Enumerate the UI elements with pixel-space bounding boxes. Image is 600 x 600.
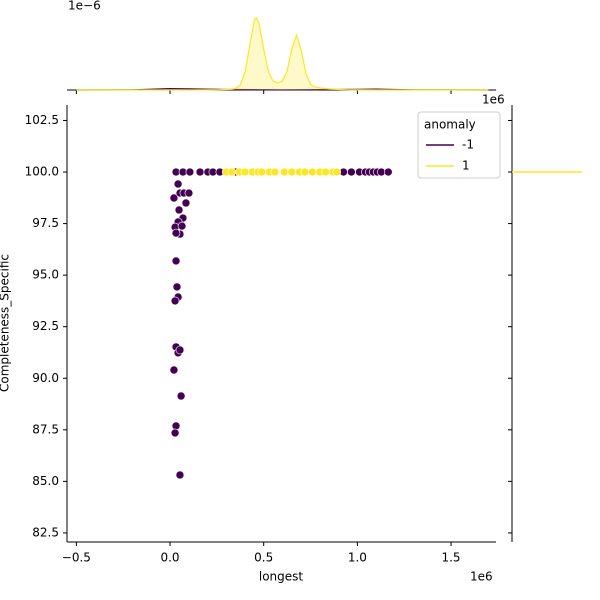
scatter-point (308, 167, 317, 177)
legend-title: anomaly (424, 118, 476, 132)
scatter-point (181, 198, 191, 208)
scatter-point (171, 228, 181, 238)
y-tick-label: 85.0 (32, 474, 59, 488)
scatter-point (170, 296, 180, 306)
kde-line (76, 16, 489, 91)
scatter-point (280, 167, 289, 177)
x-offset: 1e6 (470, 570, 493, 584)
scatter-point (176, 391, 186, 401)
x-tick-label: −0.5 (62, 551, 91, 565)
y-tick-label: 97.5 (32, 216, 59, 230)
scatter-point (174, 205, 184, 215)
scatter-point (175, 345, 185, 355)
x-tick-label: 0.0 (160, 551, 179, 565)
scatter-point (347, 167, 356, 177)
scatter-point (227, 167, 237, 177)
scatter-point (175, 470, 185, 480)
y-tick-label: 100.0 (25, 165, 59, 179)
legend-box (417, 111, 501, 179)
legend-label: 1 (462, 159, 470, 173)
x-tick-label: 1.0 (348, 551, 367, 565)
y-tick-label: 95.0 (32, 268, 59, 282)
y-tick-label: 87.5 (32, 422, 59, 436)
scatter-point (383, 167, 393, 177)
scatter-point (257, 167, 267, 177)
scatter-point (321, 167, 330, 177)
top-offset: 1e−6 (68, 0, 101, 13)
scatter-point (171, 256, 181, 266)
kde-fill (76, 17, 489, 90)
corner-offset: 1e6 (482, 93, 505, 107)
scatter-point (300, 167, 310, 177)
x-axis-label: longest (259, 570, 304, 584)
y-tick-label: 90.0 (32, 371, 59, 385)
scatter-point (195, 167, 205, 177)
scatter-point (172, 282, 182, 292)
scatter-point (171, 421, 181, 431)
scatter-point (185, 167, 195, 177)
y-tick-label: 102.5 (25, 113, 59, 127)
x-tick-label: 0.5 (254, 551, 273, 565)
x-tick-label: 1.5 (441, 551, 460, 565)
y-tick-label: 82.5 (32, 525, 59, 539)
scatter-point (169, 193, 179, 203)
scatter-point (332, 167, 342, 177)
scatter-point (169, 365, 179, 375)
y-axis-label: Completeness_Specific (0, 254, 12, 392)
scatter-point (170, 428, 180, 438)
scatter-point (240, 167, 250, 177)
y-tick-label: 92.5 (32, 319, 59, 333)
legend-label: -1 (462, 138, 474, 152)
scatter-point (173, 179, 183, 189)
scatter-point (177, 221, 187, 231)
scatter-point (270, 167, 280, 177)
scatter-point (287, 167, 297, 177)
scatter-point (184, 188, 194, 198)
